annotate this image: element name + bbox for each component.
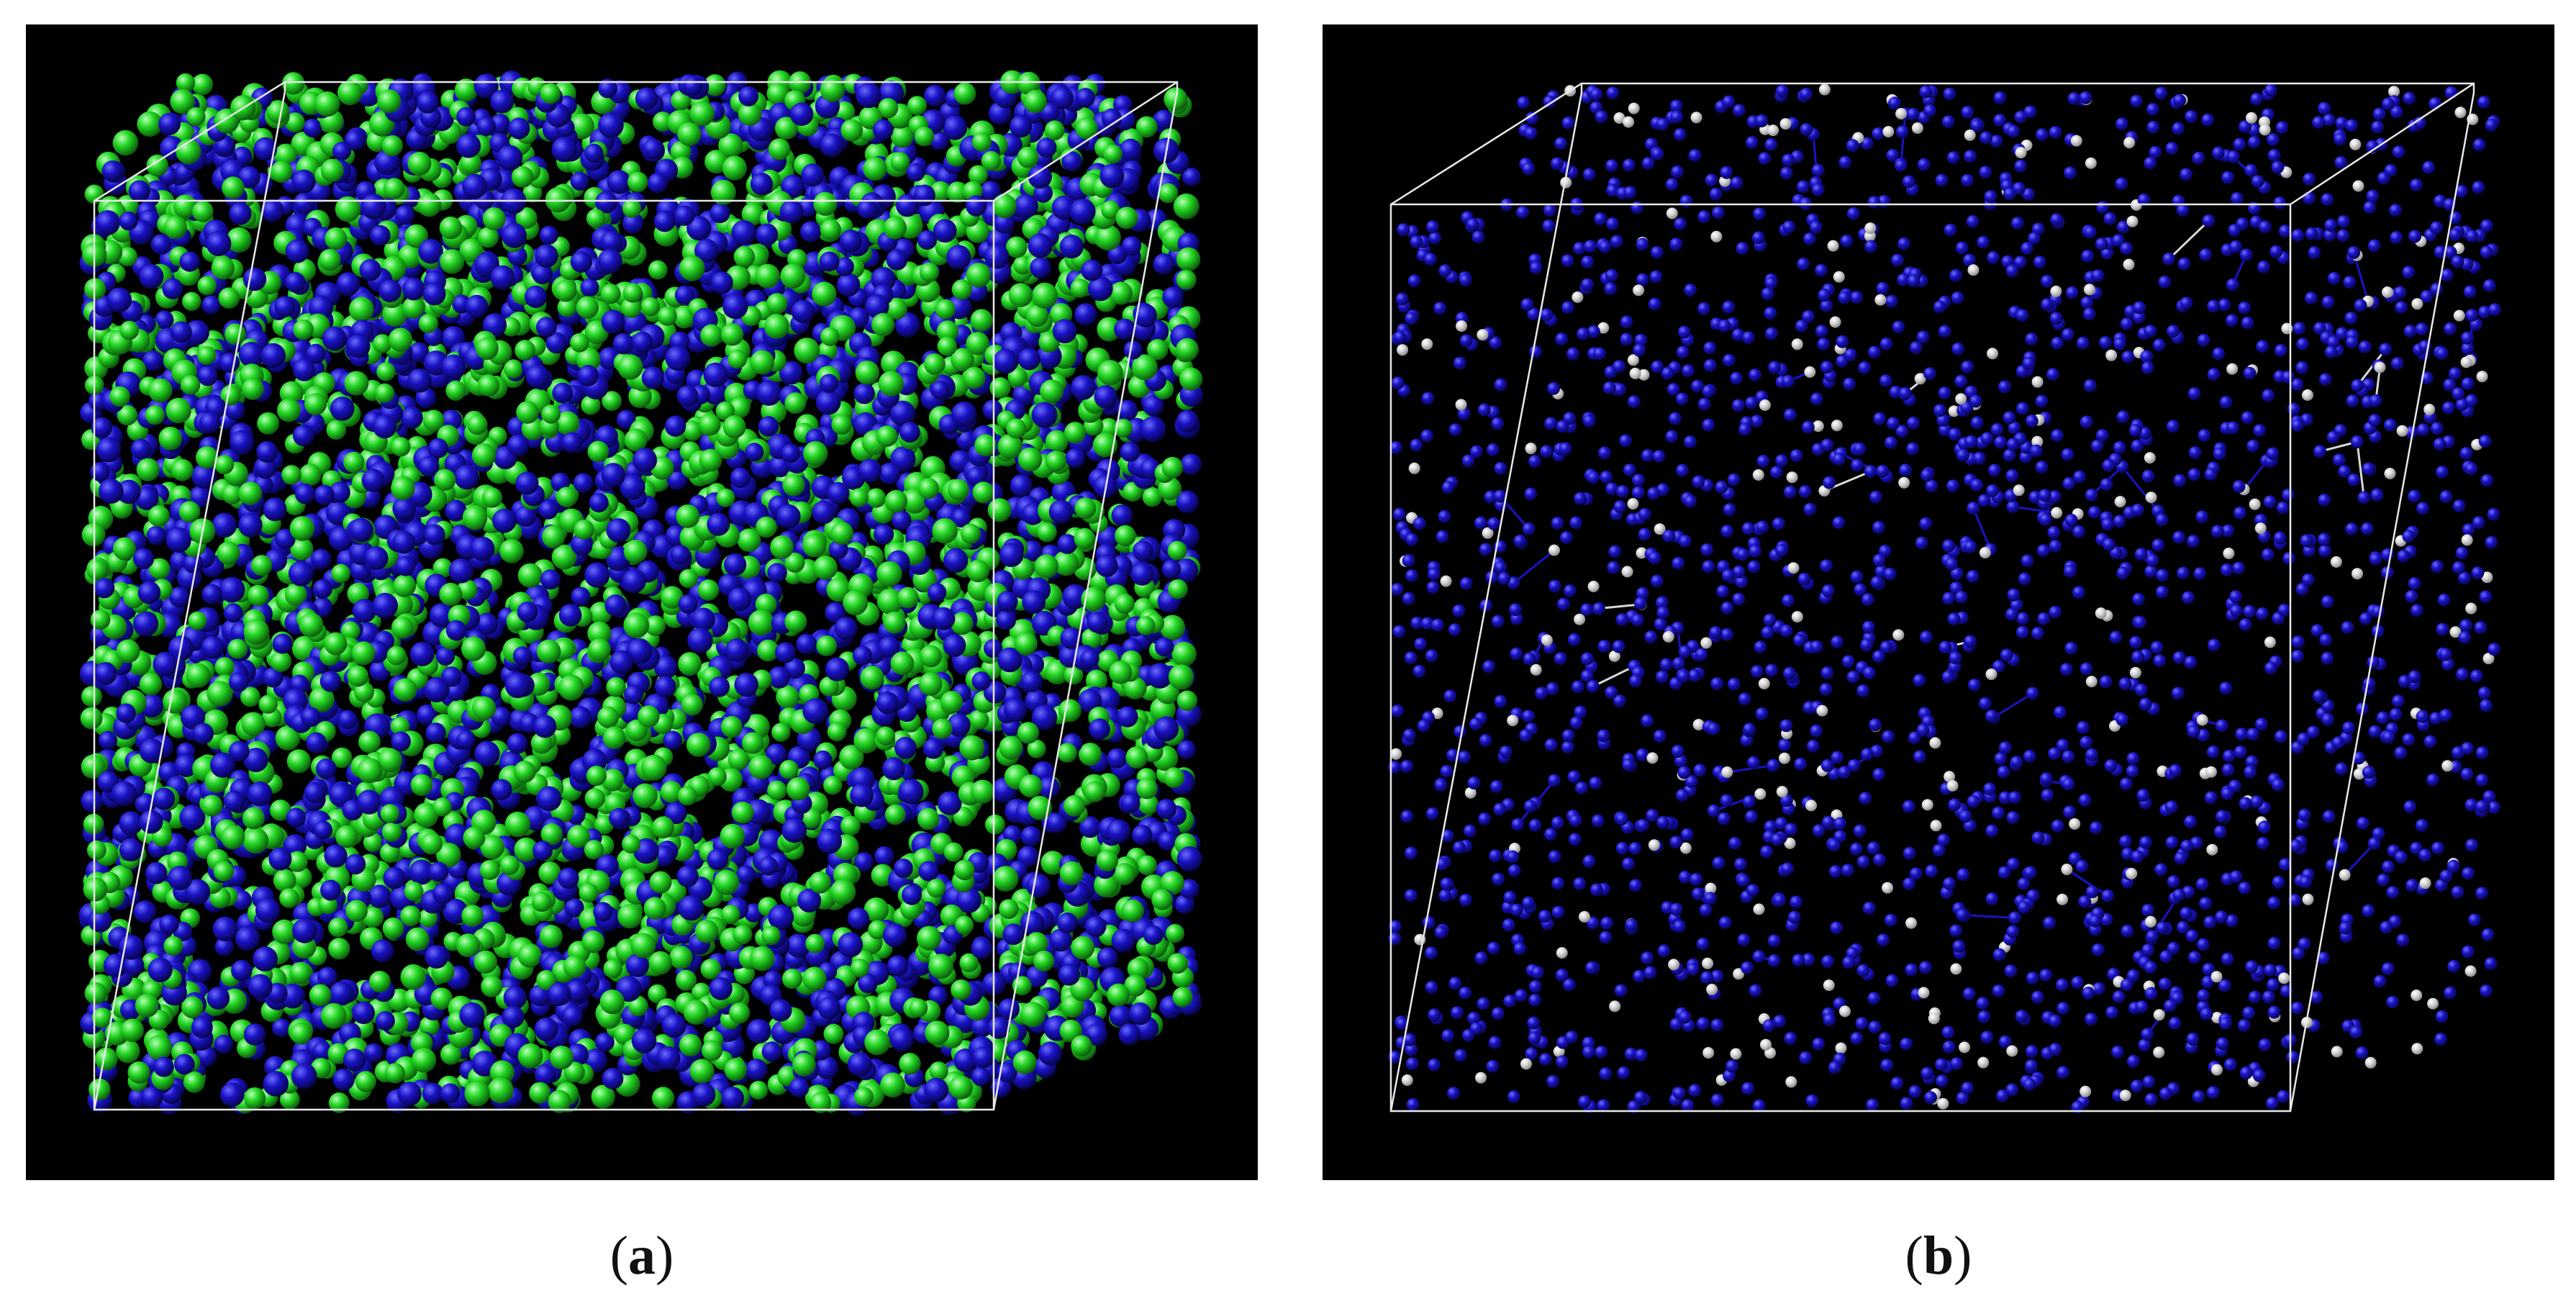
panel-a-render xyxy=(78,70,1204,1116)
caption-b-open-paren: ( xyxy=(1905,1225,1923,1286)
panel-a-molecular-box xyxy=(26,24,1258,1180)
caption-a-letter: a xyxy=(628,1225,656,1286)
simulation-box-edges xyxy=(93,81,1179,1111)
caption-a: (a) xyxy=(498,1223,786,1288)
caption-b-close-paren: ) xyxy=(1954,1225,1972,1286)
panel-b-render xyxy=(1388,82,2502,1114)
panel-b-molecular-network xyxy=(1323,24,2554,1180)
caption-a-close-paren: ) xyxy=(656,1225,674,1286)
caption-b-letter: b xyxy=(1923,1225,1954,1286)
simulation-box-edges xyxy=(1389,82,2475,1113)
caption-b: (b) xyxy=(1795,1223,2082,1288)
atoms-layer xyxy=(78,70,1204,1116)
caption-a-open-paren: ( xyxy=(609,1225,628,1286)
atoms-layer xyxy=(1388,83,2502,1114)
